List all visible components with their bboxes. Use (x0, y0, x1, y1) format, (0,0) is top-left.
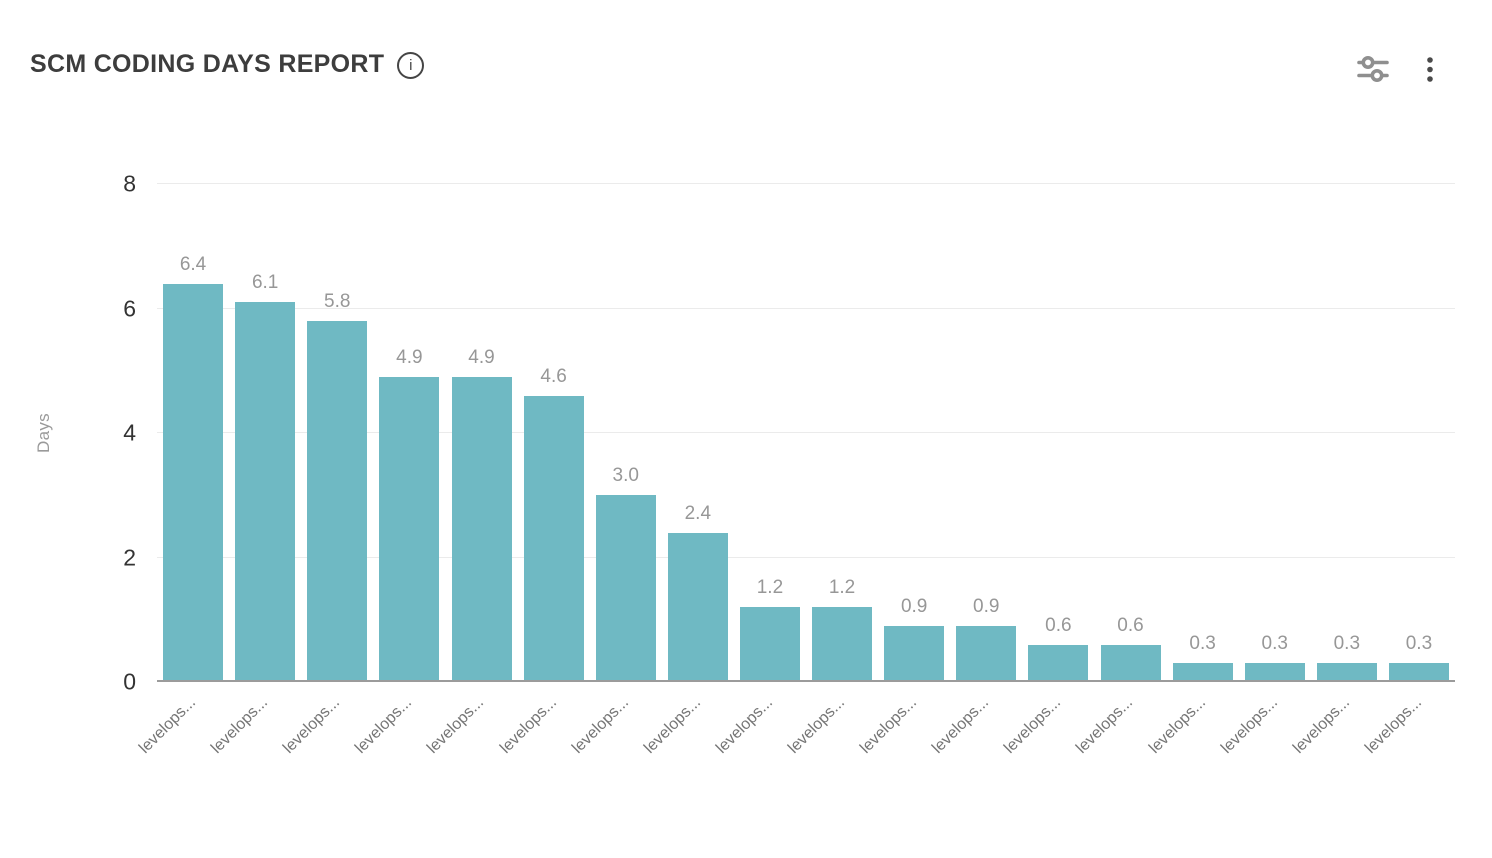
x-tick-label: levelops... (352, 694, 416, 757)
bar-value-label: 2.4 (684, 502, 712, 524)
x-tick-label: levelops... (1001, 694, 1065, 757)
bar-value-label: 1.2 (828, 577, 856, 599)
bar[interactable] (1172, 663, 1233, 682)
x-tick-label: levelops... (785, 694, 849, 757)
plot-area: Days 0 2 4 6 8 6.4 6.1 5.8 4.9 4.9 4.6 3.0 2.4 1.2 1.2… (34, 172, 1455, 693)
bar[interactable] (379, 376, 440, 682)
x-tick-label: levelops... (424, 694, 488, 757)
x-tick-label: levelops... (929, 694, 993, 757)
bar-value-label: 0.3 (1405, 633, 1433, 655)
bar[interactable] (1100, 644, 1161, 682)
bar[interactable] (1388, 663, 1449, 682)
gridline (157, 183, 1455, 184)
y-tick-label: 4 (123, 419, 136, 446)
bar[interactable] (1028, 644, 1089, 682)
bar[interactable] (884, 625, 945, 682)
y-tick-label: 8 (123, 170, 136, 197)
bar-value-label: 6.1 (251, 272, 279, 294)
x-tick-label: levelops... (1073, 694, 1137, 757)
bar-value-label: 5.8 (324, 290, 351, 312)
kebab-menu-icon[interactable] (1424, 54, 1436, 86)
y-axis-title-text: Days (34, 413, 53, 453)
bar[interactable] (451, 376, 512, 682)
x-tick-label: levelops... (1289, 694, 1353, 757)
bar[interactable] (739, 607, 800, 682)
x-axis-line (157, 680, 1455, 682)
x-tick-label: levelops... (208, 694, 272, 757)
bar[interactable] (235, 302, 296, 682)
x-tick-label: levelops... (640, 694, 704, 757)
bar-value-label: 3.0 (612, 465, 639, 487)
y-tick-label: 2 (123, 544, 136, 570)
x-tick-label: levelops... (496, 694, 560, 757)
bar[interactable] (307, 320, 368, 682)
bar-value-label: 0.3 (1261, 633, 1288, 655)
x-tick-label: levelops... (1145, 694, 1209, 757)
y-axis-title: Days (0, 184, 88, 682)
bar-value-label: 0.6 (1117, 614, 1144, 636)
filter-sliders-icon[interactable] (1354, 52, 1392, 87)
x-tick-label: levelops... (280, 694, 344, 757)
bar-chart: Days 0 2 4 6 8 6.4 6.1 5.8 4.9 4.9 4.6 3.0 2.4 1.2 1.2… (34, 172, 1455, 832)
bar[interactable] (163, 283, 224, 682)
header-actions (1354, 52, 1436, 87)
y-tick-label: 0 (123, 668, 136, 695)
gridline (157, 307, 1455, 309)
bar-value-label: 0.9 (973, 595, 1000, 617)
page-title: SCM CODING DAYS REPORT (30, 50, 385, 78)
bar[interactable] (523, 395, 584, 682)
title-group: SCM CODING DAYS REPORT i (30, 50, 425, 79)
gridline (157, 556, 1455, 558)
x-axis-labels: levelops... levelops... levelops... levelop… (136, 682, 1455, 832)
bar-value-label: 0.3 (1333, 633, 1361, 655)
gridline (157, 432, 1455, 433)
bar[interactable] (1316, 663, 1377, 682)
x-tick-label: levelops... (568, 694, 632, 757)
bar-value-label: 6.4 (179, 253, 207, 275)
report-header: SCM CODING DAYS REPORT i (0, 0, 1492, 92)
bar[interactable] (595, 495, 656, 682)
x-tick-label: levelops... (1361, 694, 1425, 757)
bar[interactable] (956, 625, 1017, 682)
bar-value-label: 0.9 (900, 595, 928, 617)
x-tick-label: levelops... (857, 694, 921, 757)
bar[interactable] (667, 532, 728, 682)
bar-value-label: 0.6 (1045, 614, 1072, 636)
x-tick-label: levelops... (136, 694, 200, 757)
bar-value-label: 4.9 (396, 346, 423, 368)
info-icon-glyph: i (409, 56, 413, 74)
bar-value-label: 1.2 (756, 577, 784, 599)
info-icon[interactable]: i (397, 51, 425, 79)
bar-value-label: 0.3 (1189, 633, 1216, 655)
bar-value-label: 4.9 (468, 346, 495, 368)
x-tick-label: levelops... (1217, 694, 1281, 757)
x-tick-label: levelops... (712, 694, 776, 757)
bar-value-label: 4.6 (540, 365, 567, 387)
bar[interactable] (812, 607, 873, 682)
y-tick-label: 6 (123, 295, 136, 321)
bar[interactable] (1244, 663, 1305, 682)
